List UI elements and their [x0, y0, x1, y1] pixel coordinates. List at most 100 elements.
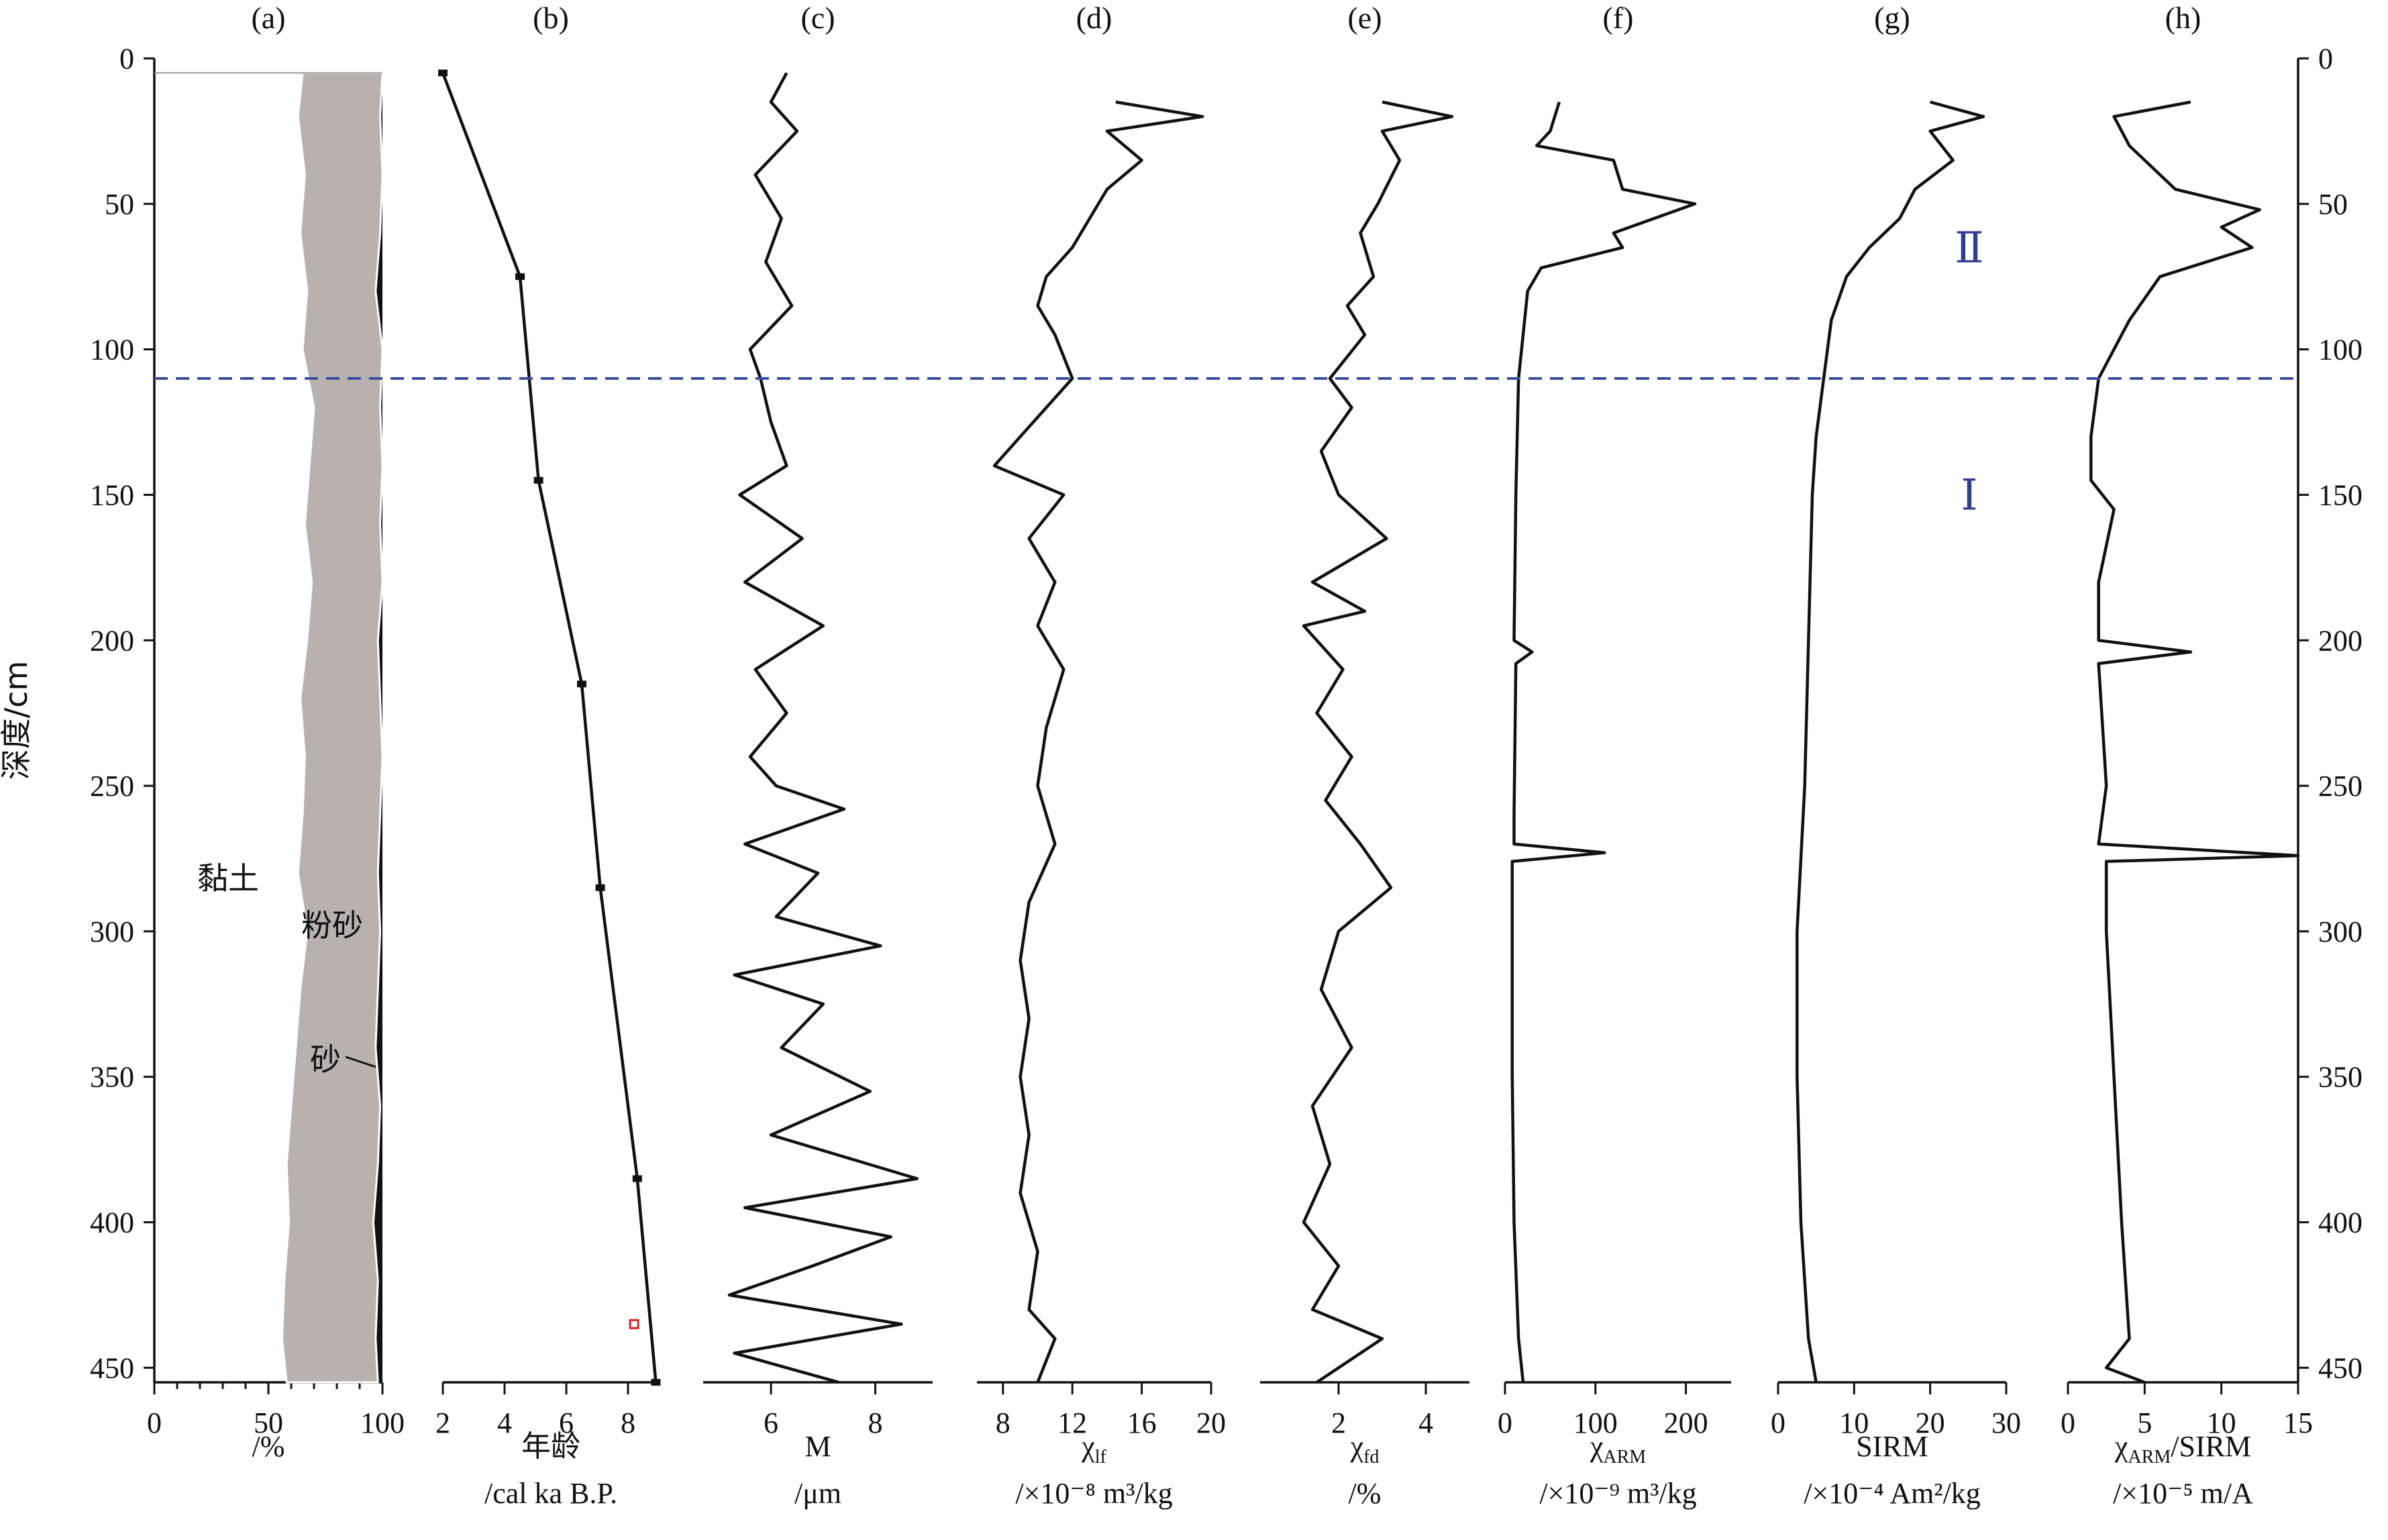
x-title-d: χlf	[1081, 1430, 1106, 1468]
left-depth-tick-label: 0	[119, 42, 134, 75]
x-unit-d: /×10⁻⁸ m³/kg	[1015, 1477, 1172, 1510]
x-tick-label-a: 50	[254, 1406, 283, 1439]
age-control-point	[438, 69, 448, 76]
zone-label: Ⅱ	[1955, 224, 1984, 272]
series-line-d	[992, 100, 1204, 1383]
x-tick-label-e: 4	[1418, 1406, 1433, 1439]
age-control-point	[632, 1175, 642, 1182]
x-tick-label-h: 15	[2283, 1406, 2313, 1439]
x-tick-label-b: 4	[497, 1406, 512, 1439]
left-depth-tick-label: 50	[105, 188, 134, 221]
left-depth-tick-label: 150	[90, 478, 134, 511]
x-tick-label-d: 12	[1057, 1406, 1087, 1439]
left-depth-tick-label: 400	[90, 1207, 134, 1239]
x-tick-label-a: 100	[360, 1406, 405, 1439]
right-depth-tick-label: 150	[2318, 478, 2363, 511]
x-title-a: /%	[252, 1430, 285, 1463]
x-unit-b: /cal ka B.P.	[484, 1477, 617, 1510]
legend-label-sand: 砂	[310, 1041, 341, 1078]
right-depth-tick-label: 0	[2318, 42, 2333, 75]
series-line-g	[1796, 100, 1985, 1383]
left-depth-tick-label: 350	[90, 1061, 134, 1094]
silt-area	[280, 72, 384, 1384]
age-control-point	[515, 273, 525, 280]
zone-label: Ⅰ	[1961, 471, 1977, 519]
right-depth-tick-label: 350	[2318, 1061, 2363, 1094]
series-line-c	[727, 72, 919, 1384]
x-tick-label-h: 5	[2137, 1406, 2152, 1439]
x-tick-label-b: 6	[559, 1406, 574, 1439]
right-depth-tick-label: 300	[2318, 915, 2363, 948]
age-control-point	[577, 680, 586, 688]
panel-letter-h: (h)	[2165, 1, 2201, 35]
x-unit-e: /%	[1349, 1477, 1382, 1510]
panel-letter-a: (a)	[251, 1, 285, 35]
x-tick-label-e: 2	[1331, 1406, 1346, 1439]
panel-letter-g: (g)	[1874, 1, 1910, 35]
left-depth-tick-label: 100	[90, 333, 134, 366]
x-title-chi-e: χ	[1350, 1430, 1364, 1463]
x-tick-label-f: 0	[1498, 1406, 1512, 1439]
outlier-age-point	[629, 1319, 639, 1329]
x-title-subscript-h: ARM	[2128, 1447, 2171, 1468]
x-title-rest-h: /SIRM	[2171, 1430, 2251, 1463]
left-depth-tick-label: 300	[90, 915, 134, 948]
x-title-subscript-e: fd	[1363, 1447, 1379, 1468]
x-tick-label-g: 30	[1991, 1406, 2021, 1439]
legend-label-silt: 粉砂	[301, 907, 363, 943]
panel-letter-e: (e)	[1347, 1, 1382, 35]
age-control-point	[533, 476, 543, 484]
x-tick-label-d: 8	[996, 1406, 1010, 1439]
x-title-f: χARM	[1590, 1430, 1646, 1468]
x-tick-label-d: 20	[1196, 1406, 1226, 1439]
series-line-b	[441, 72, 658, 1383]
panel-letter-b: (b)	[533, 1, 569, 35]
right-depth-tick-label: 50	[2318, 188, 2348, 221]
left-depth-tick-label: 450	[90, 1351, 134, 1384]
x-tick-label-g: 10	[1839, 1406, 1869, 1439]
left-depth-tick-label: 250	[90, 770, 134, 803]
x-tick-label-a: 0	[147, 1406, 162, 1439]
x-tick-label-g: 20	[1916, 1406, 1945, 1439]
x-title-b: 年龄	[521, 1429, 580, 1464]
x-tick-label-f: 200	[1664, 1406, 1708, 1439]
x-unit-c: /μm	[794, 1477, 841, 1510]
x-tick-label-f: 100	[1573, 1406, 1618, 1439]
series-line-f	[1510, 101, 1697, 1383]
x-tick-label-h: 10	[2207, 1406, 2236, 1439]
series-line-e	[1302, 100, 1454, 1384]
x-title-chi-d: χ	[1081, 1430, 1095, 1463]
plot-area: 050100150200250300350400450深度/cm05010015…	[0, 1, 2363, 1510]
x-title-subscript-f: ARM	[1603, 1447, 1646, 1468]
sand-leader-line	[345, 1056, 376, 1068]
x-unit-h: /×10⁻⁵ m/A	[2113, 1477, 2253, 1510]
right-depth-tick-label: 100	[2318, 333, 2363, 366]
x-unit-g: /×10⁻⁴ Am²/kg	[1804, 1477, 1981, 1510]
x-tick-label-c: 6	[764, 1406, 778, 1439]
panel-letter-d: (d)	[1076, 1, 1112, 35]
panel-letter-c: (c)	[800, 1, 835, 35]
right-depth-tick-label: 400	[2318, 1207, 2363, 1239]
panel-letter-f: (f)	[1603, 1, 1634, 35]
x-unit-f: /×10⁻⁹ m³/kg	[1539, 1477, 1696, 1510]
right-depth-tick-label: 450	[2318, 1351, 2363, 1384]
age-control-point	[651, 1379, 661, 1386]
x-tick-label-b: 2	[435, 1406, 450, 1439]
series-line-h	[2089, 100, 2300, 1384]
x-tick-label-c: 8	[868, 1406, 883, 1439]
x-title-e: χfd	[1350, 1430, 1380, 1468]
x-tick-label-g: 0	[1771, 1406, 1785, 1439]
left-depth-tick-label: 200	[90, 624, 134, 657]
x-title-h: χARM/SIRM	[2114, 1430, 2251, 1468]
x-tick-label-d: 16	[1127, 1406, 1157, 1439]
x-title-g: SIRM	[1856, 1430, 1928, 1463]
x-title-chi-f: χ	[1590, 1430, 1604, 1463]
depth-axis-title: 深度/cm	[0, 661, 34, 780]
x-tick-label-h: 0	[2061, 1406, 2075, 1439]
x-title-chi-h: χ	[2114, 1430, 2128, 1463]
age-control-point	[595, 884, 605, 891]
x-title-subscript-d: lf	[1095, 1447, 1107, 1468]
x-tick-label-b: 8	[621, 1406, 635, 1439]
x-title-c: M	[804, 1430, 831, 1463]
